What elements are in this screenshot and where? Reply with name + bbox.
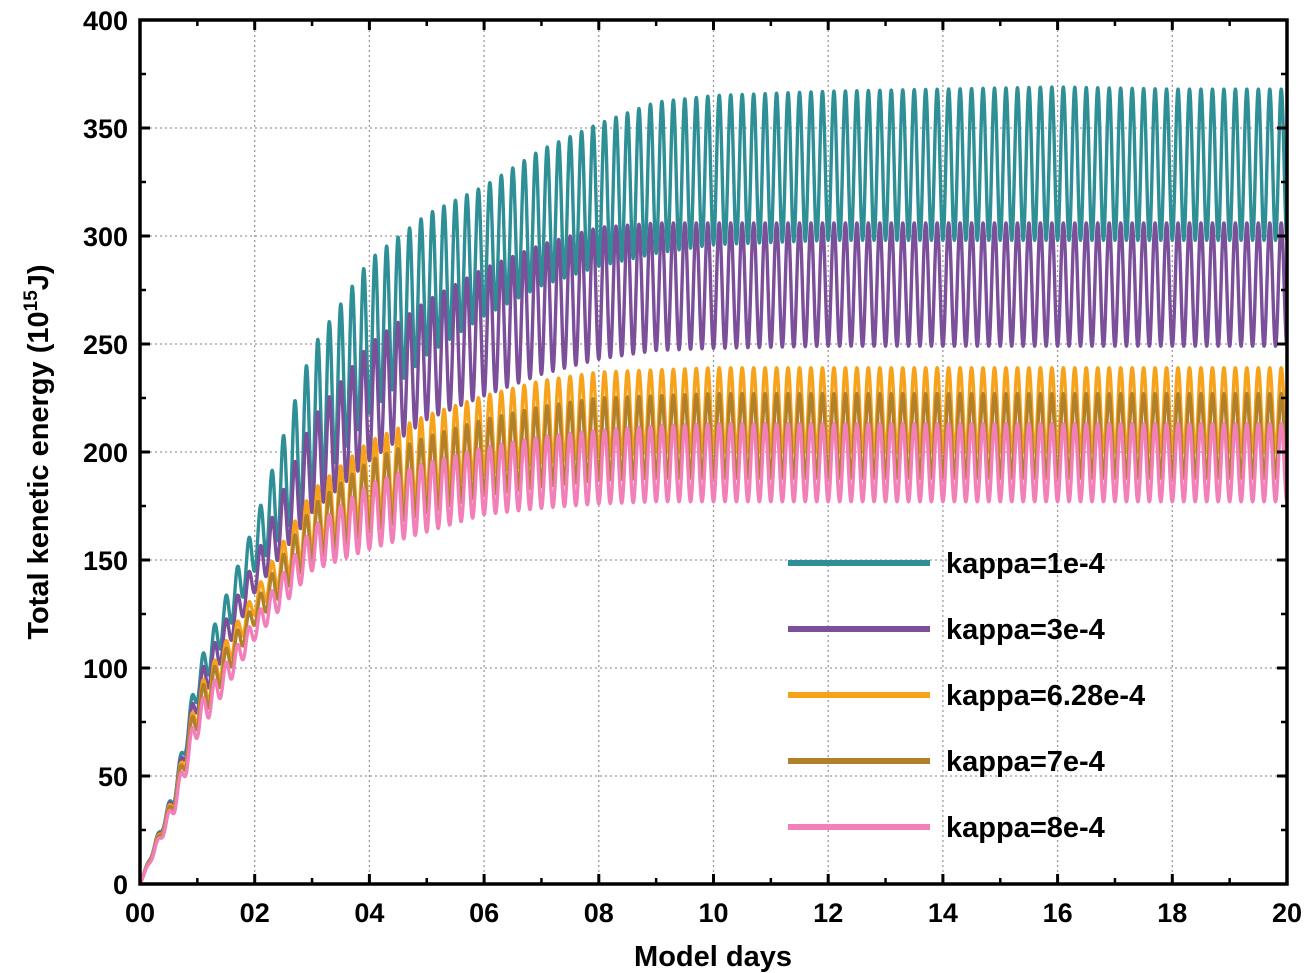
legend: kappa=1e-4 kappa=3e-4 kappa=6.28e-4 kappa=7… — [788, 548, 1145, 844]
y-tick-label: 300 — [83, 222, 128, 252]
legend-label-1: kappa=1e-4 — [946, 548, 1105, 580]
x-tick-label: 18 — [1157, 898, 1187, 928]
x-tick-label: 20 — [1272, 898, 1302, 928]
y-tick-label: 200 — [83, 438, 128, 468]
axis-ticks — [138, 18, 1289, 886]
x-tick-label: 14 — [928, 898, 958, 928]
series-lines — [138, 85, 1289, 886]
y-tick-labels: 0 50 100 150 200 250 300 350 400 — [83, 6, 128, 900]
x-tick-label: 06 — [469, 898, 499, 928]
series-line-3 — [138, 366, 1289, 885]
x-tick-label: 08 — [584, 898, 614, 928]
y-axis-title-main: Total kenetic energy (10 — [23, 311, 55, 639]
x-tick-label: 10 — [698, 898, 728, 928]
legend-label-5: kappa=8e-4 — [946, 812, 1105, 844]
y-axis-title: Total kenetic energy (1015J) — [21, 264, 55, 639]
y-tick-label: 50 — [98, 762, 128, 792]
series-line-2 — [138, 221, 1289, 885]
x-axis-title: Model days — [634, 941, 792, 973]
series-line-5 — [138, 422, 1289, 886]
y-axis-title-unit: J) — [23, 264, 55, 290]
y-tick-label: 150 — [83, 546, 128, 576]
x-tick-label: 16 — [1043, 898, 1073, 928]
y-tick-label: 250 — [83, 330, 128, 360]
x-tick-label: 02 — [240, 898, 270, 928]
legend-label-4: kappa=7e-4 — [946, 746, 1105, 778]
y-tick-label: 400 — [83, 6, 128, 36]
y-axis-title-exponent: 15 — [21, 290, 42, 312]
x-tick-label: 00 — [125, 898, 155, 928]
legend-label-2: kappa=3e-4 — [946, 614, 1105, 646]
y-tick-label: 0 — [113, 870, 128, 900]
series-line-4 — [138, 391, 1289, 885]
x-tick-labels: 00 02 04 06 08 10 12 14 16 18 20 — [125, 898, 1302, 928]
y-tick-label: 100 — [83, 654, 128, 684]
x-tick-label: 04 — [354, 898, 384, 928]
series-line-1 — [138, 85, 1289, 885]
x-tick-label: 12 — [813, 898, 843, 928]
legend-label-3: kappa=6.28e-4 — [946, 680, 1145, 712]
y-tick-label: 350 — [83, 114, 128, 144]
